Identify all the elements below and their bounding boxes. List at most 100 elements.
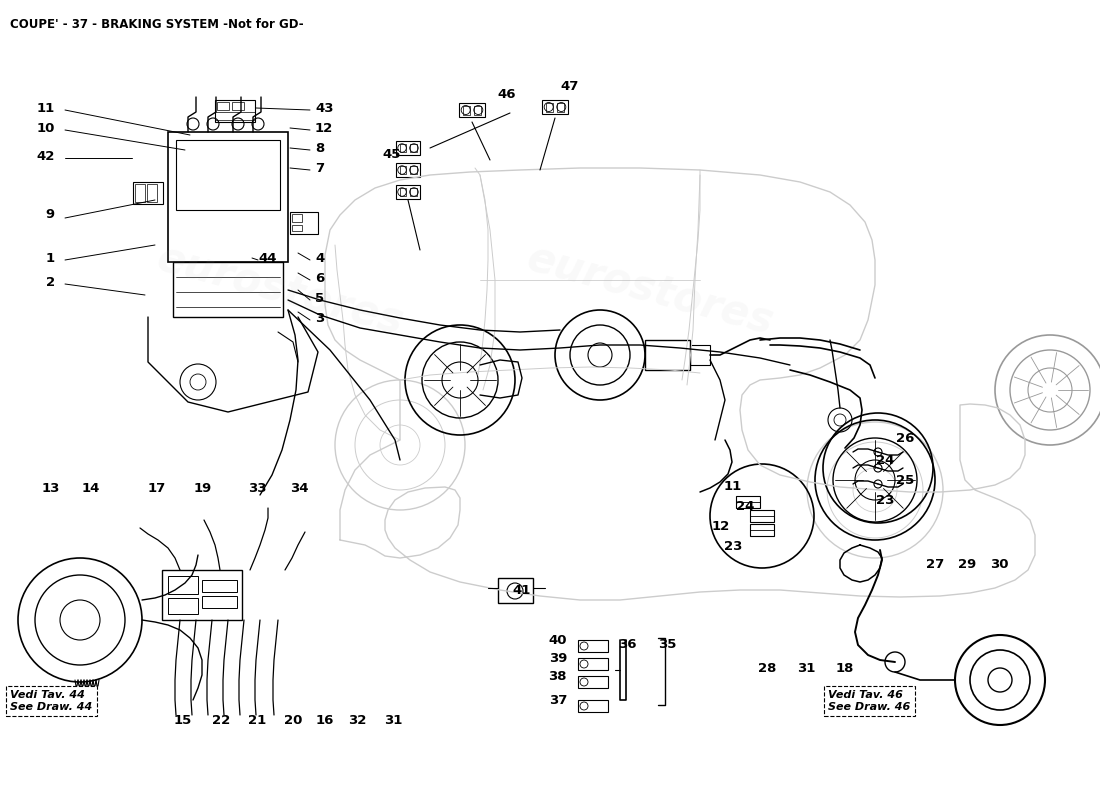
Bar (396, 163, 420, 177)
Text: 12: 12 (315, 122, 333, 134)
Text: 18: 18 (836, 662, 855, 674)
Text: 2: 2 (46, 275, 55, 289)
Text: 10: 10 (36, 122, 55, 134)
Text: Vedi Tav. 44
See Draw. 44: Vedi Tav. 44 See Draw. 44 (10, 690, 92, 712)
Text: 24: 24 (736, 499, 755, 513)
Text: 7: 7 (315, 162, 324, 174)
Text: COUPE' - 37 - BRAKING SYSTEM -Not for GD-: COUPE' - 37 - BRAKING SYSTEM -Not for GD… (10, 18, 304, 31)
Text: 21: 21 (248, 714, 266, 726)
Text: 13: 13 (42, 482, 60, 494)
Bar (750, 510, 774, 522)
Text: 44: 44 (258, 251, 276, 265)
Text: 34: 34 (290, 482, 308, 494)
Text: 26: 26 (896, 431, 914, 445)
Text: 11: 11 (36, 102, 55, 114)
Text: 31: 31 (384, 714, 403, 726)
Bar (168, 132, 288, 262)
Text: 39: 39 (549, 651, 566, 665)
Text: 22: 22 (212, 714, 230, 726)
Text: 41: 41 (512, 583, 530, 597)
Text: 9: 9 (46, 209, 55, 222)
Bar (690, 345, 710, 365)
Bar (399, 166, 406, 174)
Bar (645, 340, 690, 370)
Bar (173, 262, 283, 317)
Text: 16: 16 (316, 714, 334, 726)
Text: 15: 15 (174, 714, 192, 726)
Text: 25: 25 (896, 474, 914, 486)
Bar (168, 598, 198, 614)
Text: 40: 40 (549, 634, 566, 646)
Text: 8: 8 (315, 142, 324, 154)
Text: Vedi Tav. 46
See Draw. 46: Vedi Tav. 46 See Draw. 46 (828, 690, 911, 712)
Bar (292, 225, 302, 231)
Text: 23: 23 (876, 494, 894, 506)
Bar (214, 112, 255, 120)
Bar (409, 144, 417, 152)
Bar (542, 100, 568, 114)
Text: 42: 42 (36, 150, 55, 162)
Bar (290, 212, 318, 234)
Bar (750, 524, 774, 536)
Bar (133, 182, 163, 204)
Bar (232, 102, 244, 110)
Text: 5: 5 (315, 291, 324, 305)
Bar (396, 141, 420, 155)
Text: 12: 12 (712, 519, 730, 533)
Text: 47: 47 (560, 81, 579, 94)
Text: eurostores: eurostores (522, 237, 778, 343)
Text: 11: 11 (724, 479, 743, 493)
Text: 6: 6 (315, 271, 324, 285)
Bar (292, 214, 302, 222)
Bar (396, 186, 420, 199)
Text: 31: 31 (798, 662, 815, 674)
Text: 3: 3 (315, 311, 324, 325)
Bar (399, 144, 406, 152)
Bar (147, 184, 157, 202)
Bar (498, 578, 534, 603)
Text: eurostores: eurostores (152, 237, 408, 343)
Bar (578, 640, 608, 652)
Text: 32: 32 (348, 714, 366, 726)
Text: 17: 17 (148, 482, 166, 494)
Bar (578, 700, 608, 712)
Text: 19: 19 (194, 482, 212, 494)
Text: 37: 37 (549, 694, 566, 706)
Text: 1: 1 (46, 251, 55, 265)
Bar (217, 102, 229, 110)
Bar (176, 140, 280, 210)
Bar (202, 596, 236, 608)
Text: 36: 36 (618, 638, 637, 651)
Text: 46: 46 (497, 89, 516, 102)
Bar (460, 102, 485, 117)
Bar (409, 188, 417, 196)
Text: 20: 20 (284, 714, 302, 726)
Bar (557, 102, 564, 111)
Bar (214, 100, 255, 122)
Text: 24: 24 (876, 454, 894, 466)
Bar (409, 166, 417, 174)
Text: 45: 45 (382, 149, 400, 162)
Text: 28: 28 (758, 662, 777, 674)
Text: 27: 27 (926, 558, 944, 571)
Text: 29: 29 (958, 558, 977, 571)
Text: 14: 14 (82, 482, 100, 494)
Text: 4: 4 (315, 251, 324, 265)
Bar (736, 496, 760, 508)
Bar (578, 658, 608, 670)
Text: 38: 38 (549, 670, 566, 682)
Bar (474, 106, 481, 114)
Bar (578, 676, 608, 688)
Bar (546, 102, 553, 111)
Bar (399, 188, 406, 196)
Bar (162, 570, 242, 620)
Bar (463, 106, 470, 114)
Text: 30: 30 (990, 558, 1009, 571)
Text: 33: 33 (248, 482, 266, 494)
Bar (202, 580, 236, 592)
Text: 35: 35 (658, 638, 676, 651)
Text: 43: 43 (315, 102, 333, 114)
Bar (135, 184, 145, 202)
Bar (168, 576, 198, 594)
Text: 23: 23 (724, 539, 743, 553)
